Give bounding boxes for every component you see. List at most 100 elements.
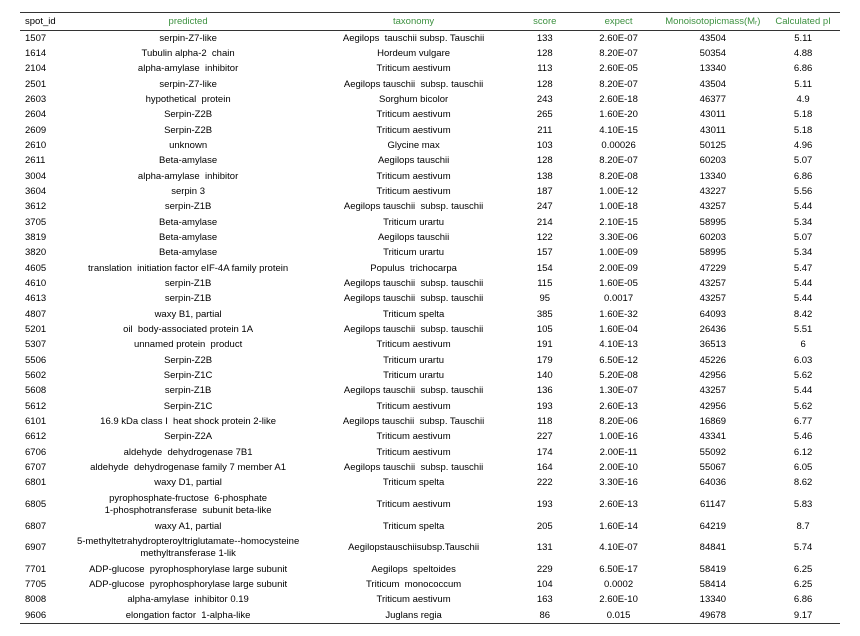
cell-score: 247 (512, 200, 578, 215)
cell-expect: 2.60E-18 (578, 92, 660, 107)
cell-expect: 2.60E-05 (578, 62, 660, 77)
cell-taxonomy: Triticum spelta (315, 307, 512, 322)
cell-predicted: alpha-amylase inhibitor (61, 169, 315, 184)
cell-spot-id: 4605 (20, 261, 61, 276)
cell-pi: 6.86 (766, 593, 840, 608)
cell-taxonomy: Triticum aestivum (315, 445, 512, 460)
cell-predicted: Serpin-Z2B (61, 108, 315, 123)
cell-spot-id: 6807 (20, 519, 61, 534)
cell-expect: 8.20E-06 (578, 415, 660, 430)
cell-taxonomy: Triticum aestivum (315, 123, 512, 138)
cell-taxonomy: Aegilops tauschii subsp. tauschii (315, 77, 512, 92)
cell-expect: 1.00E-12 (578, 184, 660, 199)
cell-predicted: serpin 3 (61, 184, 315, 199)
cell-mass: 58995 (660, 215, 767, 230)
cell-score: 136 (512, 384, 578, 399)
cell-mass: 43504 (660, 77, 767, 92)
cell-taxonomy: Aegilops tauschii subsp. tauschii (315, 200, 512, 215)
cell-spot-id: 5201 (20, 323, 61, 338)
cell-spot-id: 6707 (20, 461, 61, 476)
cell-pi: 6 (766, 338, 840, 353)
cell-mass: 36513 (660, 338, 767, 353)
cell-pi: 5.34 (766, 215, 840, 230)
cell-score: 113 (512, 62, 578, 77)
cell-expect: 2.00E-11 (578, 445, 660, 460)
cell-spot-id: 3004 (20, 169, 61, 184)
cell-predicted: Serpin-Z2B (61, 353, 315, 368)
cell-mass: 45226 (660, 353, 767, 368)
cell-score: 187 (512, 184, 578, 199)
cell-spot-id: 5307 (20, 338, 61, 353)
cell-taxonomy: Populus trichocarpa (315, 261, 512, 276)
cell-spot-id: 3820 (20, 246, 61, 261)
cell-expect: 3.30E-16 (578, 476, 660, 491)
cell-mass: 64036 (660, 476, 767, 491)
cell-expect: 0.0002 (578, 577, 660, 592)
cell-taxonomy: Triticum aestivum (315, 184, 512, 199)
cell-predicted: Serpin-Z1C (61, 369, 315, 384)
table-row: 5506Serpin-Z2BTriticum urartu1796.50E-12… (20, 353, 840, 368)
cell-expect: 1.00E-18 (578, 200, 660, 215)
cell-score: 227 (512, 430, 578, 445)
table-row: 6807waxy A1, partialTriticum spelta2051.… (20, 519, 840, 534)
cell-mass: 47229 (660, 261, 767, 276)
cell-taxonomy: Triticum aestivum (315, 399, 512, 414)
cell-mass: 58414 (660, 577, 767, 592)
cell-predicted: oil body-associated protein 1A (61, 323, 315, 338)
cell-predicted: Tubulin alpha-2 chain (61, 46, 315, 61)
cell-spot-id: 4807 (20, 307, 61, 322)
cell-predicted: pyrophosphate-fructose 6-phosphate1-phos… (61, 491, 315, 519)
cell-expect: 0.015 (578, 608, 660, 624)
cell-spot-id: 8008 (20, 593, 61, 608)
cell-spot-id: 1507 (20, 31, 61, 47)
cell-pi: 6.12 (766, 445, 840, 460)
cell-expect: 1.60E-05 (578, 277, 660, 292)
cell-predicted: waxy D1, partial (61, 476, 315, 491)
cell-score: 105 (512, 323, 578, 338)
cell-pi: 5.44 (766, 200, 840, 215)
cell-predicted: unknown (61, 138, 315, 153)
cell-predicted: Beta-amylase (61, 246, 315, 261)
cell-expect: 4.10E-07 (578, 534, 660, 562)
cell-pi: 5.44 (766, 384, 840, 399)
cell-score: 104 (512, 577, 578, 592)
cell-expect: 2.60E-13 (578, 399, 660, 414)
cell-score: 229 (512, 562, 578, 577)
cell-mass: 43504 (660, 31, 767, 47)
cell-expect: 5.20E-08 (578, 369, 660, 384)
cell-pi: 4.96 (766, 138, 840, 153)
cell-pi: 5.07 (766, 230, 840, 245)
cell-spot-id: 6101 (20, 415, 61, 430)
cell-mass: 43257 (660, 292, 767, 307)
cell-mass: 49678 (660, 608, 767, 624)
table-row: 5307unnamed protein productTriticum aest… (20, 338, 840, 353)
cell-score: 128 (512, 46, 578, 61)
cell-predicted: serpin-Z1B (61, 277, 315, 292)
table-row: 2611Beta-amylaseAegilops tauschii1288.20… (20, 154, 840, 169)
cell-predicted: translation initiation factor eIF-4A fam… (61, 261, 315, 276)
cell-score: 103 (512, 138, 578, 153)
cell-score: 95 (512, 292, 578, 307)
cell-spot-id: 2609 (20, 123, 61, 138)
table-row: 3612serpin-Z1BAegilops tauschii subsp. t… (20, 200, 840, 215)
cell-predicted: alpha-amylase inhibitor (61, 62, 315, 77)
cell-mass: 50354 (660, 46, 767, 61)
cell-score: 193 (512, 491, 578, 519)
cell-mass: 16869 (660, 415, 767, 430)
table-row: 7701ADP-glucose pyrophosphorylase large … (20, 562, 840, 577)
cell-predicted: 5-methyltetrahydropteroyltriglutamate--h… (61, 534, 315, 562)
cell-taxonomy: Aegilops tauschii subsp. tauschii (315, 384, 512, 399)
cell-taxonomy: Triticum aestivum (315, 62, 512, 77)
cell-pi: 5.11 (766, 77, 840, 92)
cell-score: 164 (512, 461, 578, 476)
cell-spot-id: 5608 (20, 384, 61, 399)
table-row: 3705Beta-amylaseTriticum urartu2142.10E-… (20, 215, 840, 230)
cell-spot-id: 6801 (20, 476, 61, 491)
cell-mass: 43011 (660, 108, 767, 123)
cell-pi: 5.11 (766, 31, 840, 47)
cell-predicted: unnamed protein product (61, 338, 315, 353)
cell-mass: 43011 (660, 123, 767, 138)
table-row: 5608serpin-Z1BAegilops tauschii subsp. t… (20, 384, 840, 399)
cell-expect: 0.0017 (578, 292, 660, 307)
cell-expect: 1.00E-16 (578, 430, 660, 445)
